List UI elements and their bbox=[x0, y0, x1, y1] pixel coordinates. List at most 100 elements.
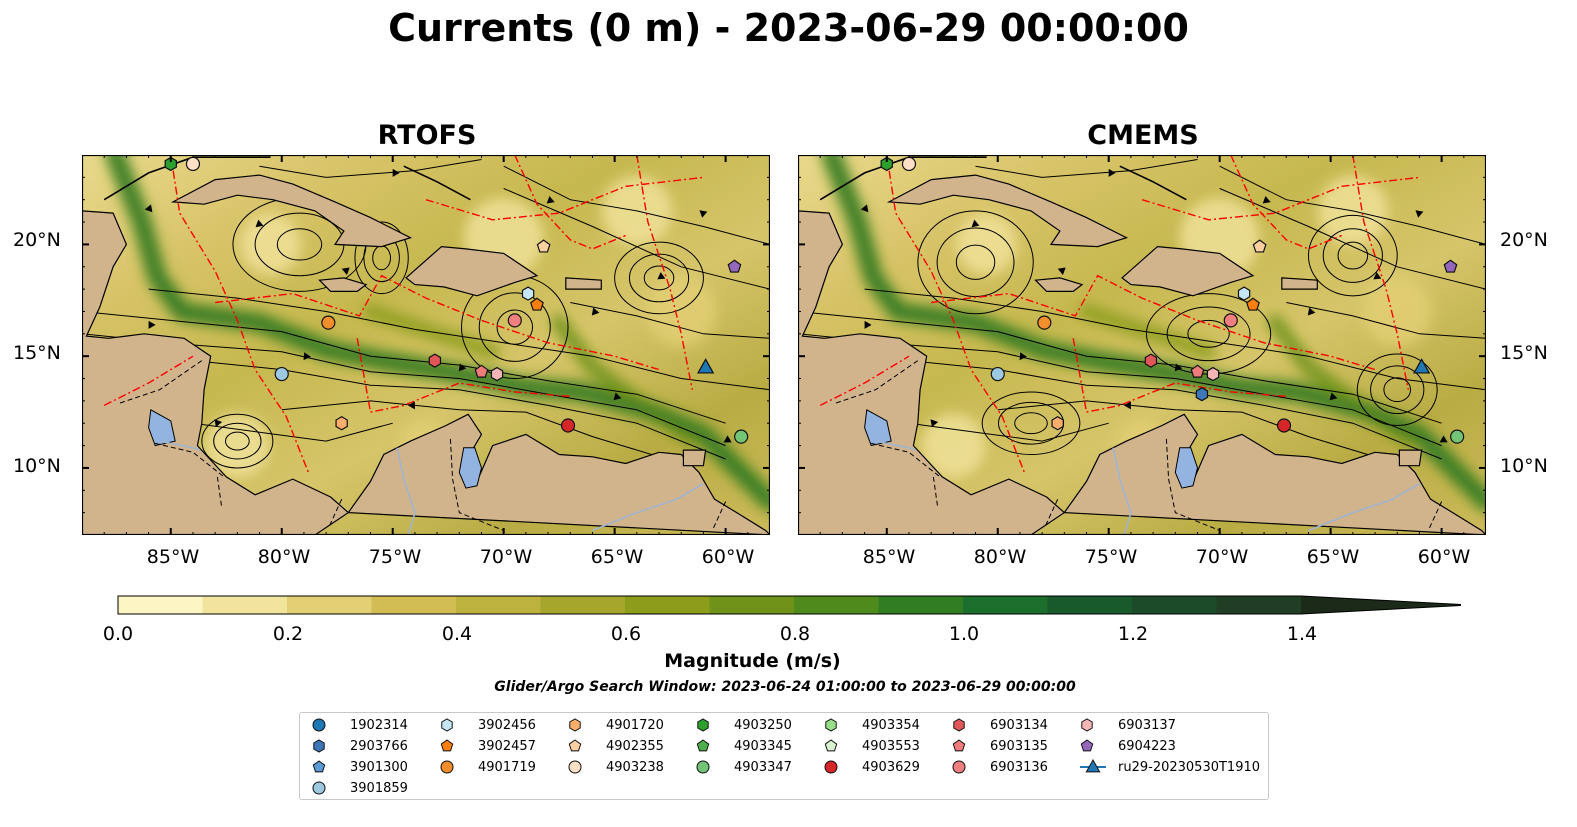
legend-item-3902457: 3902457 bbox=[440, 736, 536, 756]
lon-tick-left-60: 60°W bbox=[701, 546, 755, 568]
marker-3901859 bbox=[274, 366, 289, 382]
lat-tick-right-10: 10°N bbox=[1500, 455, 1548, 477]
lat-tick-left-10: 10°N bbox=[13, 455, 61, 477]
colorbar-segment bbox=[1216, 596, 1302, 614]
marker-3902456 bbox=[521, 286, 535, 301]
map-frame bbox=[82, 155, 770, 535]
legend-item-3901300: 3901300 bbox=[312, 757, 408, 777]
marker-4902355 bbox=[536, 239, 551, 253]
lat-tick-right-20: 20°N bbox=[1500, 229, 1548, 251]
marker-4901719 bbox=[1037, 315, 1052, 330]
legend-label: 3902456 bbox=[478, 717, 536, 733]
legend-item-4903347: 4903347 bbox=[696, 757, 792, 777]
marker-4902355 bbox=[1252, 239, 1267, 253]
circle-marker-icon bbox=[952, 760, 966, 774]
marker-ru29-20230530T1910 bbox=[697, 358, 715, 374]
colorbar-segment bbox=[371, 596, 457, 614]
legend-item-6904223: 6904223 bbox=[1080, 736, 1176, 756]
pentagon-marker-icon bbox=[824, 739, 838, 752]
marker-4903238 bbox=[185, 156, 201, 172]
legend-item-4902355: 4902355 bbox=[568, 736, 664, 756]
lon-tick-right-65: 65°W bbox=[1306, 546, 1360, 568]
marker-6904223 bbox=[727, 259, 742, 273]
colorbar-segment bbox=[794, 596, 880, 614]
lon-tick-left-70: 70°W bbox=[479, 546, 533, 568]
frame-ticks bbox=[82, 155, 770, 535]
lat-tick-left-15: 15°N bbox=[13, 342, 61, 364]
marker-6903136 bbox=[507, 313, 522, 328]
marker-6903136 bbox=[1223, 313, 1238, 328]
colorbar-outline bbox=[117, 595, 1461, 615]
marker-4903238 bbox=[901, 156, 917, 172]
colorbar-segment bbox=[963, 596, 1049, 614]
legend-label: 4903347 bbox=[734, 759, 792, 775]
legend-item-4903553: 4903553 bbox=[824, 736, 920, 756]
legend-label: 4902355 bbox=[606, 738, 664, 754]
circle-marker-icon bbox=[568, 760, 582, 774]
pentagon-marker-icon bbox=[568, 739, 582, 752]
circle-marker-icon bbox=[312, 718, 326, 732]
country-borders bbox=[119, 360, 727, 531]
legend-label: 4903238 bbox=[606, 759, 664, 775]
pentagon-marker-icon bbox=[1080, 739, 1094, 752]
legend-label: 4903250 bbox=[734, 717, 792, 733]
eez-boundaries bbox=[819, 155, 1420, 473]
marker-6903135 bbox=[1190, 364, 1205, 378]
marker-4903250 bbox=[164, 156, 177, 172]
marker-6903134 bbox=[1144, 353, 1158, 368]
marker-4901720 bbox=[335, 416, 348, 431]
pentagon-marker-icon bbox=[696, 739, 710, 752]
colorbar-tick-6: 1.2 bbox=[1117, 623, 1149, 645]
legend-item-1902314: 1902314 bbox=[312, 715, 408, 735]
current-magnitude-field bbox=[820, 155, 1486, 513]
marker-6903135 bbox=[474, 364, 489, 378]
legend-label: 3902457 bbox=[478, 738, 536, 754]
legend-label: 6903134 bbox=[990, 717, 1048, 733]
frame-ticks bbox=[798, 155, 1486, 535]
lat-tick-left-20: 20°N bbox=[13, 229, 61, 251]
colorbar-segment bbox=[1132, 596, 1218, 614]
lon-tick-left-65: 65°W bbox=[590, 546, 644, 568]
legend-label: 3901859 bbox=[350, 780, 408, 796]
legend-item-6903135: 6903135 bbox=[952, 736, 1048, 756]
colorbar-segment bbox=[456, 596, 542, 614]
marker-3902457 bbox=[530, 297, 544, 311]
marker-4903629 bbox=[1276, 418, 1292, 433]
land-masses bbox=[82, 174, 770, 535]
legend-item-4903354: 4903354 bbox=[824, 715, 920, 735]
map-panel-rtofs bbox=[82, 155, 770, 535]
colorbar-segment bbox=[118, 596, 204, 614]
colorbar-segment bbox=[625, 596, 711, 614]
colorbar-segment bbox=[202, 596, 288, 614]
circle-marker-icon bbox=[696, 760, 710, 774]
pentagon-marker-icon bbox=[440, 739, 454, 752]
lon-tick-right-85: 85°W bbox=[862, 546, 916, 568]
legend-item-4901719: 4901719 bbox=[440, 757, 536, 777]
eez-boundaries bbox=[103, 155, 704, 473]
legend-label: 6903137 bbox=[1118, 717, 1176, 733]
marker-2903766 bbox=[1195, 386, 1209, 402]
legend-label: 6903135 bbox=[990, 738, 1048, 754]
legend-item-3902456: 3902456 bbox=[440, 715, 536, 735]
legend-label: 6903136 bbox=[990, 759, 1048, 775]
legend-item-4903250: 4903250 bbox=[696, 715, 792, 735]
marker-3901859 bbox=[990, 366, 1005, 382]
hexagon-marker-icon bbox=[441, 718, 453, 732]
marker-4901720 bbox=[1051, 416, 1064, 431]
marker-4903629 bbox=[560, 418, 576, 433]
legend-item-4903345: 4903345 bbox=[696, 736, 792, 756]
marker-4903250 bbox=[880, 156, 893, 172]
colorbar-tick-7: 1.4 bbox=[1286, 623, 1318, 645]
figure-title: Currents (0 m) - 2023-06-29 00:00:00 bbox=[388, 6, 1189, 50]
pentagon-marker-icon bbox=[312, 760, 326, 773]
colorbar-tick-3: 0.6 bbox=[610, 623, 642, 645]
colorbar bbox=[117, 595, 1461, 615]
colorbar-segment bbox=[287, 596, 373, 614]
panel-title-cmems: CMEMS bbox=[1087, 120, 1199, 151]
colorbar-segment bbox=[878, 596, 964, 614]
hexagon-marker-icon bbox=[313, 739, 325, 753]
land-masses bbox=[798, 174, 1486, 535]
colorbar-segment bbox=[1047, 596, 1133, 614]
legend-item-2903766: 2903766 bbox=[312, 736, 408, 756]
float-markers bbox=[164, 156, 749, 444]
